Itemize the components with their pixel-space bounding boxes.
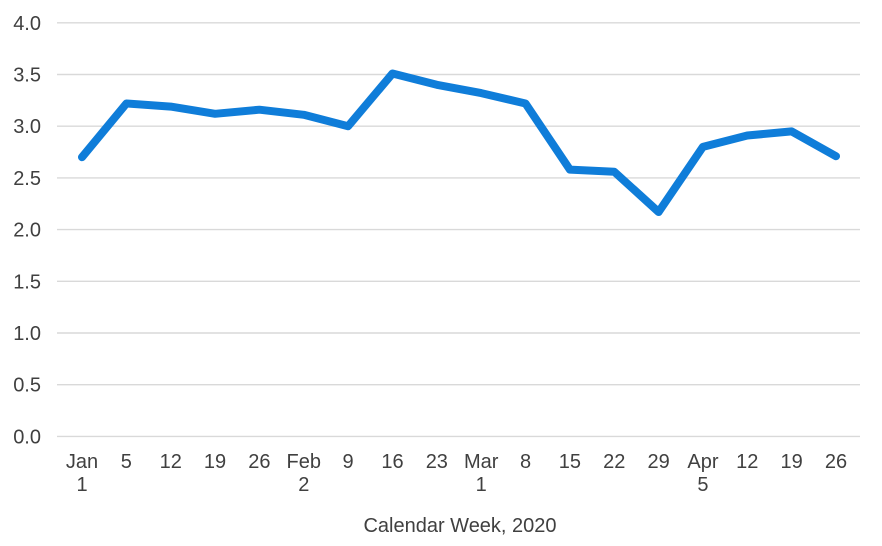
y-tick-label: 2.5 (13, 168, 41, 190)
x-tick-label: Apr (687, 451, 718, 473)
x-tick-label: 22 (603, 451, 625, 473)
x-tick-label-line2: 1 (476, 474, 487, 496)
x-tick-label: 23 (426, 451, 448, 473)
x-tick-label: 5 (121, 451, 132, 473)
x-tick-label: 12 (160, 451, 182, 473)
series-line (78, 69, 840, 216)
x-tick-label-line2: 1 (76, 474, 87, 496)
x-tick-label: 26 (248, 451, 270, 473)
x-tick-label: 8 (520, 451, 531, 473)
y-tick-label: 1.0 (13, 323, 41, 345)
y-tick-label: 1.5 (13, 271, 41, 293)
x-tick-label: 12 (736, 451, 758, 473)
x-tick-label: 19 (204, 451, 226, 473)
x-tick-label-line2: 5 (697, 474, 708, 496)
x-tick-label: 16 (381, 451, 403, 473)
x-tick-label: 15 (559, 451, 581, 473)
x-tick-label: Feb (287, 451, 321, 473)
gridlines (57, 22, 860, 438)
y-tick-label: 0.0 (13, 426, 41, 448)
x-tick-label: 9 (343, 451, 354, 473)
y-tick-label: 4.0 (13, 13, 41, 35)
x-tick-label: 26 (825, 451, 847, 473)
x-tick-label: 19 (781, 451, 803, 473)
y-tick-label: 0.5 (13, 375, 41, 397)
y-tick-label: 2.0 (13, 220, 41, 242)
x-tick-label: 29 (647, 451, 669, 473)
x-axis-title: Calendar Week, 2020 (363, 515, 556, 537)
x-tick-label: Mar (464, 451, 499, 473)
y-axis-labels: 0.0 0.5 1.0 1.5 2.0 2.5 3.0 3.5 4.0 (13, 13, 41, 449)
y-tick-label: 3.5 (13, 65, 41, 87)
y-tick-label: 3.0 (13, 116, 41, 138)
x-tick-label: Jan (66, 451, 98, 473)
x-tick-label-line2: 2 (298, 474, 309, 496)
